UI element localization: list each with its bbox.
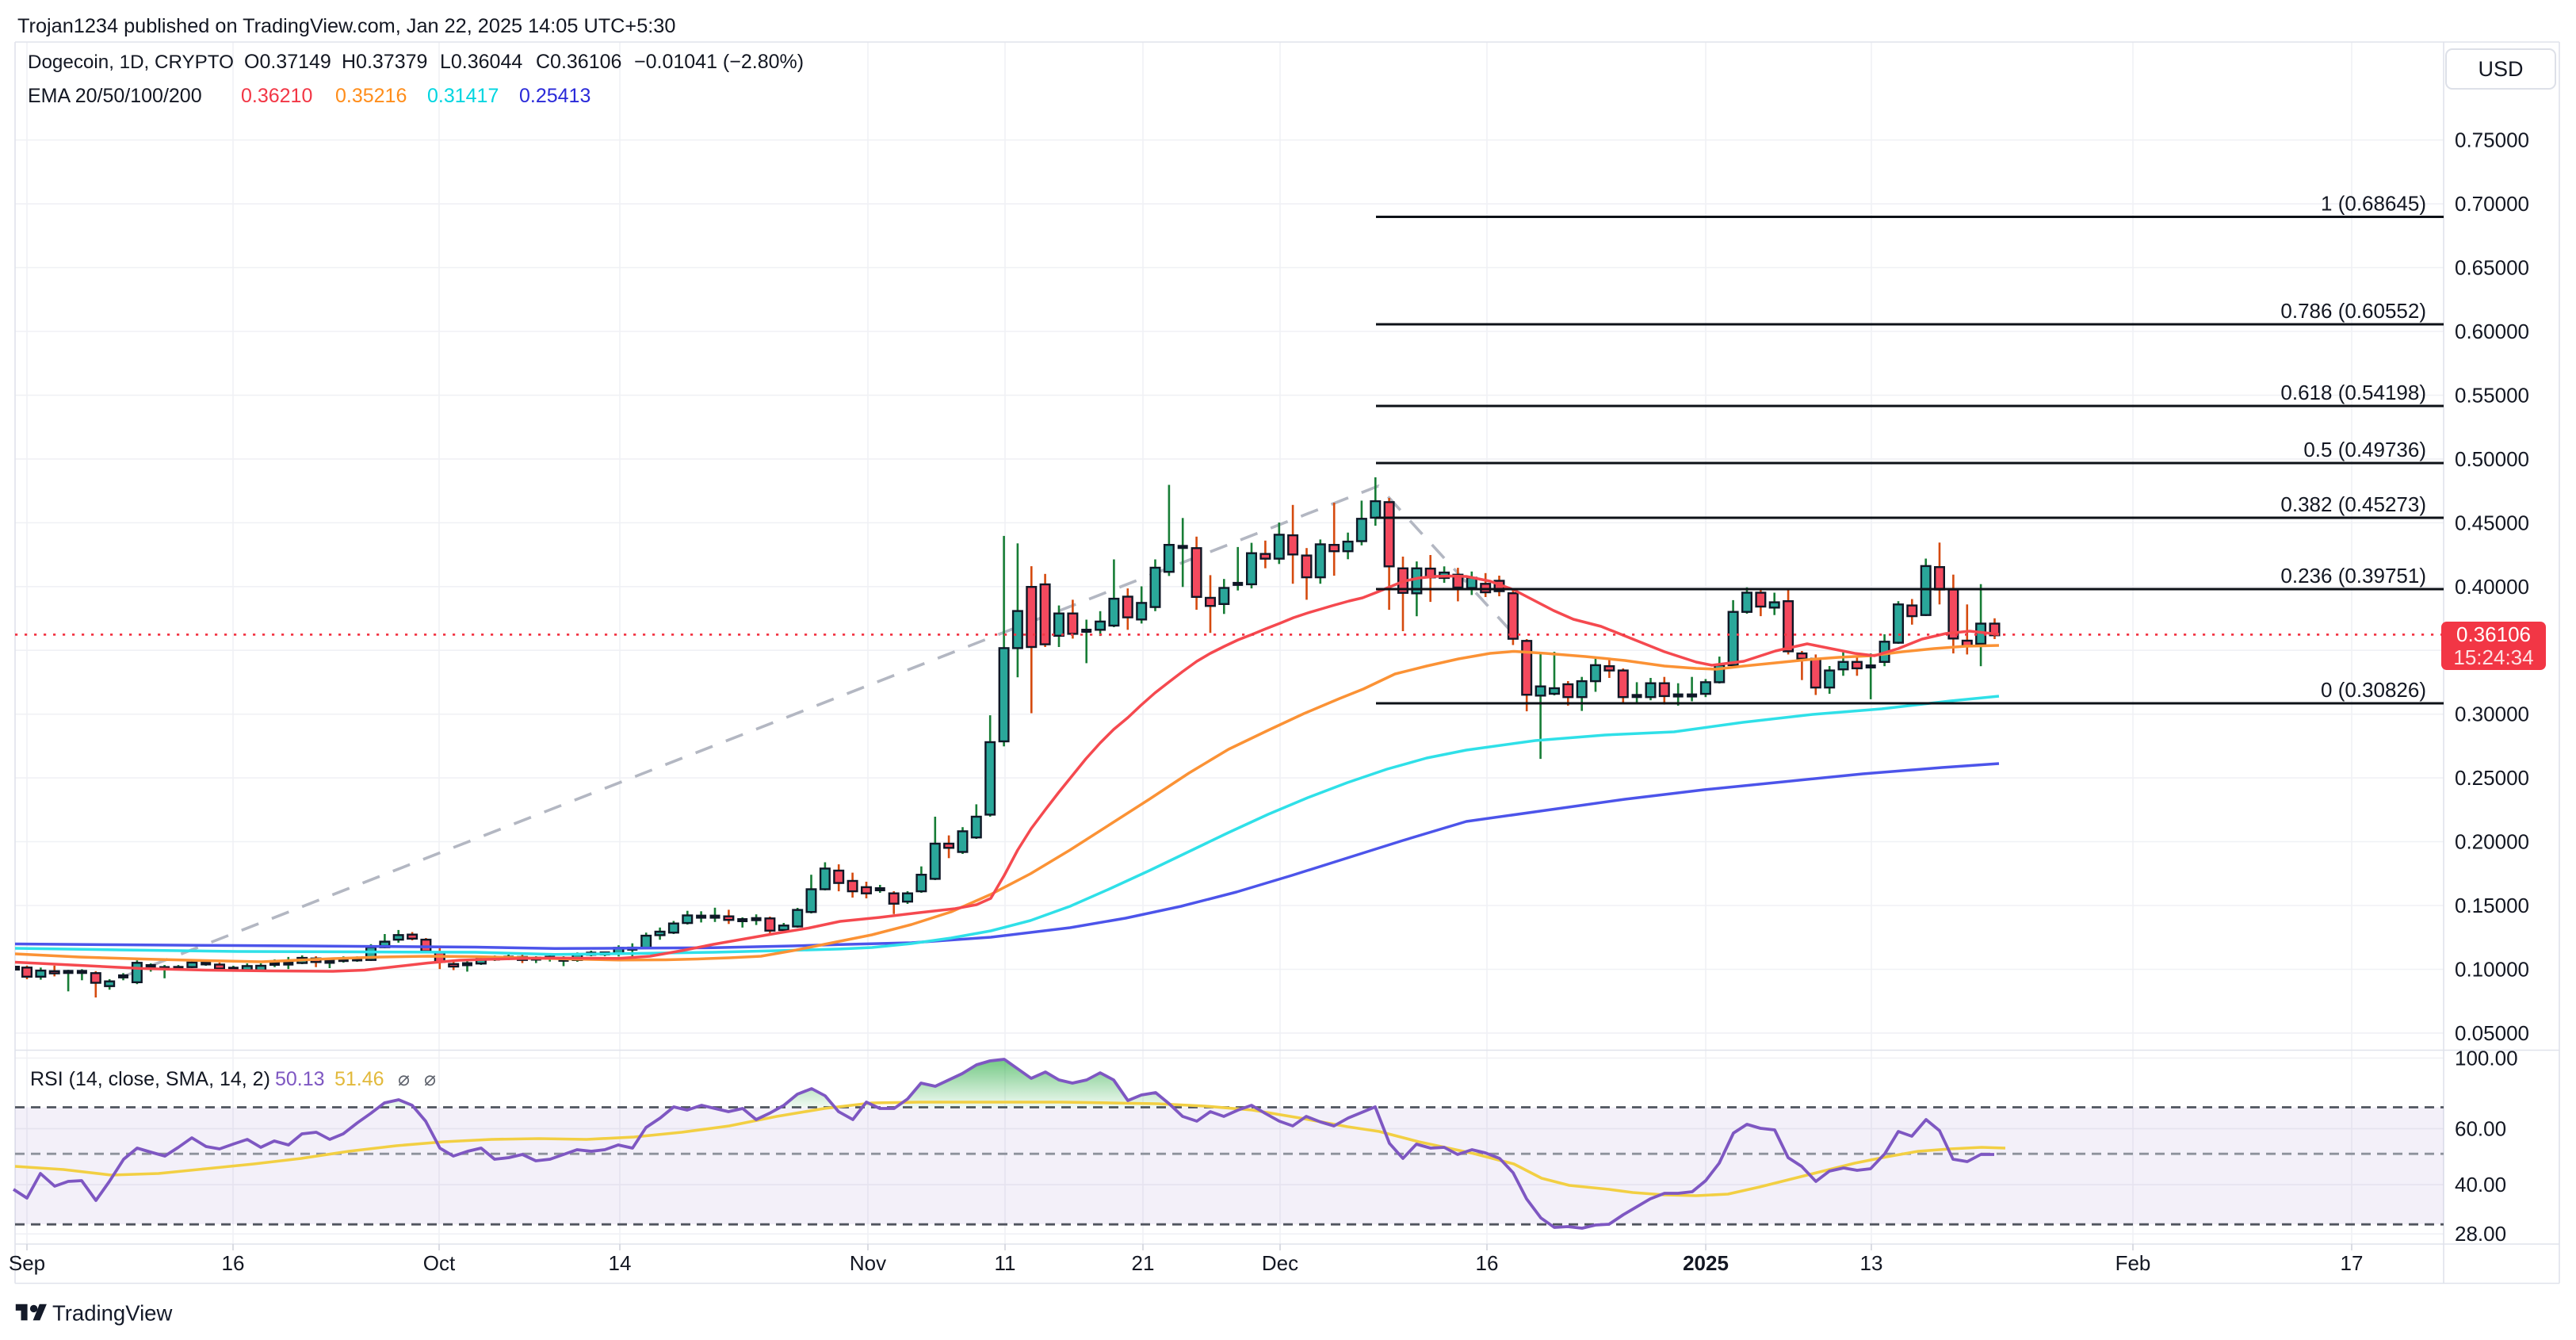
- svg-text:0.10000: 0.10000: [2455, 958, 2529, 982]
- svg-text:0 (0.30826): 0 (0.30826): [2321, 678, 2426, 702]
- svg-text:0.70000: 0.70000: [2455, 192, 2529, 216]
- svg-text:15:24:34: 15:24:34: [2453, 645, 2533, 669]
- svg-text:17: 17: [2341, 1251, 2364, 1275]
- svg-text:Dogecoin, 1D, CRYPTO: Dogecoin, 1D, CRYPTO: [28, 52, 234, 73]
- svg-text:USD: USD: [2478, 57, 2523, 81]
- svg-text:0.25000: 0.25000: [2455, 766, 2529, 790]
- svg-text:0.618 (0.54198): 0.618 (0.54198): [2280, 381, 2426, 404]
- svg-text:H0.37379: H0.37379: [342, 51, 427, 73]
- svg-text:11: 11: [995, 1251, 1016, 1275]
- svg-text:0.31417: 0.31417: [427, 85, 499, 107]
- svg-text:0.382 (0.45273): 0.382 (0.45273): [2280, 492, 2426, 516]
- svg-text:21: 21: [1132, 1251, 1155, 1275]
- svg-text:L0.36044: L0.36044: [440, 51, 522, 73]
- svg-text:0.60000: 0.60000: [2455, 320, 2529, 343]
- svg-text:0.50000: 0.50000: [2455, 447, 2529, 471]
- svg-text:60.00: 60.00: [2455, 1116, 2506, 1140]
- svg-text:0.36106: 0.36106: [2456, 622, 2531, 646]
- svg-text:40.00: 40.00: [2455, 1173, 2506, 1196]
- svg-text:0.05000: 0.05000: [2455, 1021, 2529, 1045]
- svg-text:0.55000: 0.55000: [2455, 383, 2529, 407]
- svg-text:Oct: Oct: [423, 1251, 456, 1275]
- svg-text:0.45000: 0.45000: [2455, 511, 2529, 534]
- svg-text:0.236 (0.39751): 0.236 (0.39751): [2280, 564, 2426, 588]
- svg-text:28.00: 28.00: [2455, 1222, 2506, 1246]
- svg-text:0.40000: 0.40000: [2455, 575, 2529, 599]
- svg-text:EMA 20/50/100/200: EMA 20/50/100/200: [28, 85, 202, 107]
- svg-text:Feb: Feb: [2115, 1251, 2151, 1275]
- svg-text:50.13: 50.13: [275, 1068, 325, 1090]
- svg-text:0.25413: 0.25413: [519, 85, 590, 107]
- svg-text:RSI (14, close, SMA, 14, 2): RSI (14, close, SMA, 14, 2): [30, 1068, 270, 1090]
- svg-text:−0.01041 (−2.80%): −0.01041 (−2.80%): [634, 51, 804, 73]
- svg-text:0.36210: 0.36210: [241, 85, 312, 107]
- svg-text:0.35216: 0.35216: [335, 85, 407, 107]
- svg-text:1 (0.68645): 1 (0.68645): [2321, 192, 2426, 216]
- svg-text:TradingView: TradingView: [52, 1301, 172, 1326]
- svg-text:C0.36106: C0.36106: [536, 51, 621, 73]
- svg-text:0.786 (0.60552): 0.786 (0.60552): [2280, 299, 2426, 323]
- svg-text:O0.37149: O0.37149: [244, 51, 331, 73]
- svg-text:16: 16: [1476, 1251, 1499, 1275]
- svg-text:13: 13: [1860, 1251, 1883, 1275]
- svg-text:Sep: Sep: [9, 1251, 45, 1275]
- svg-text:51.46: 51.46: [334, 1068, 384, 1090]
- svg-text:0.15000: 0.15000: [2455, 894, 2529, 917]
- svg-text:Trojan1234 published on Tradin: Trojan1234 published on TradingView.com,…: [17, 15, 675, 37]
- svg-text:0.20000: 0.20000: [2455, 830, 2529, 854]
- svg-text:0.75000: 0.75000: [2455, 128, 2529, 152]
- svg-text:⌀: ⌀: [424, 1068, 436, 1090]
- svg-text:Dec: Dec: [1262, 1251, 1298, 1275]
- svg-text:Nov: Nov: [850, 1251, 886, 1275]
- svg-text:0.30000: 0.30000: [2455, 703, 2529, 726]
- svg-text:0.65000: 0.65000: [2455, 256, 2529, 280]
- svg-text:0.5 (0.49736): 0.5 (0.49736): [2303, 438, 2426, 461]
- svg-text:16: 16: [222, 1251, 245, 1275]
- svg-text:⌀: ⌀: [398, 1068, 410, 1090]
- svg-text:14: 14: [609, 1251, 632, 1275]
- svg-text:2025: 2025: [1683, 1251, 1729, 1275]
